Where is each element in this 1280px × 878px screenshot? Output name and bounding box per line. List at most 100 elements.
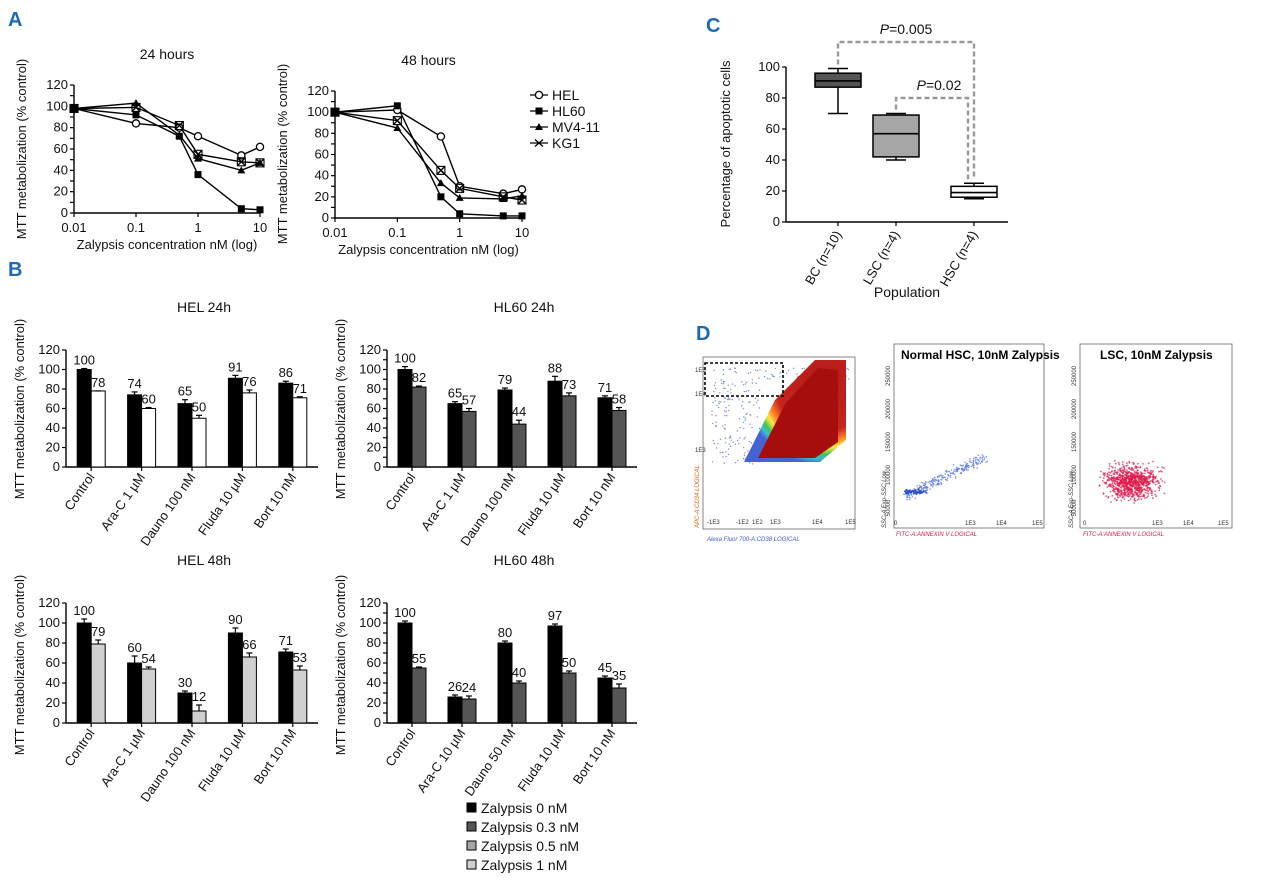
flow-dot xyxy=(975,456,978,459)
flow-dot xyxy=(1102,473,1105,476)
data-point-x xyxy=(518,196,526,205)
flow-dot xyxy=(1117,461,1120,464)
flow-dot xyxy=(1141,495,1143,498)
data-label: 100 xyxy=(394,605,416,620)
bar xyxy=(411,667,427,724)
flow-dot xyxy=(1132,493,1135,496)
flow-dot xyxy=(1153,478,1155,480)
flow-dot xyxy=(1114,466,1117,469)
data-label: 55 xyxy=(412,651,426,666)
flow-dot xyxy=(945,470,947,473)
flow-dot xyxy=(719,438,722,440)
flow-dot xyxy=(1157,480,1160,483)
flow-plot-lsc: LSC, 10nM Zalypsis SSC-A Exp-SSC Low FIT… xyxy=(1069,343,1233,538)
flow-dot xyxy=(1137,496,1140,498)
flow-dot xyxy=(1126,488,1129,491)
flow-dot xyxy=(960,464,963,467)
flow-dot xyxy=(1132,469,1135,472)
bar-chart-hel-48h: HEL 48h 0 20 40 60 80 100 120 MTT metabolization… xyxy=(12,552,318,805)
flow-dot xyxy=(966,465,968,468)
data-point-x xyxy=(175,121,184,130)
flow-dot xyxy=(1120,467,1123,469)
flow-dot xyxy=(1128,475,1130,478)
flow-dot xyxy=(723,427,726,429)
legend-swatch xyxy=(466,840,477,851)
flow-dot xyxy=(750,442,752,444)
flow-dot xyxy=(751,463,754,465)
flow-dot xyxy=(936,476,939,479)
flow-dot xyxy=(983,457,986,459)
flow-dot xyxy=(918,486,921,489)
y-tick-label: 20 xyxy=(766,183,780,198)
flow-dot xyxy=(1135,466,1138,468)
flow-dot xyxy=(968,466,970,469)
series-line-kg1 xyxy=(73,106,261,164)
chart-title: HEL 24h xyxy=(177,299,231,315)
flow-dot xyxy=(728,443,730,445)
flow-dot xyxy=(924,487,926,489)
flow-dot xyxy=(1118,476,1120,479)
flow-dot xyxy=(719,452,721,454)
flow-dot xyxy=(722,381,724,383)
flow-dot xyxy=(742,421,744,423)
y-axis-label: MTT metabolization (% control) xyxy=(14,59,29,239)
flow-dot xyxy=(925,487,928,490)
flow-dot xyxy=(936,483,938,486)
flow-dot xyxy=(1124,482,1126,484)
flow-dot xyxy=(1146,469,1149,472)
flow-dot xyxy=(756,369,759,372)
flow-xtick: 1E2 xyxy=(752,520,763,526)
bar xyxy=(611,687,627,724)
y-tick-label: 0 xyxy=(61,205,68,220)
flow-dot xyxy=(730,439,732,441)
x-tick-label: Bort 10 nM xyxy=(570,470,619,531)
x-tick-label: Control xyxy=(61,470,97,513)
flow-dot xyxy=(932,478,934,481)
flow-dot xyxy=(1136,492,1138,495)
flow-xtick: -1E3 xyxy=(707,520,720,526)
flow-dot xyxy=(737,396,739,398)
flow-dot xyxy=(1133,502,1136,504)
y-tick-label: 120 xyxy=(46,77,68,92)
data-point-circle xyxy=(193,131,203,141)
flow-dot xyxy=(1131,478,1134,481)
data-point-square xyxy=(518,212,526,220)
flow-dot xyxy=(747,390,750,392)
flow-dot xyxy=(969,458,971,460)
data-point-triangle xyxy=(436,179,445,187)
flow-dot xyxy=(1108,474,1111,477)
series-line-mv4-11 xyxy=(73,102,261,172)
data-point-box xyxy=(193,149,203,159)
bar xyxy=(597,397,613,468)
legend-label: Zalypsis 0.3 nM xyxy=(481,819,579,835)
flow-dot xyxy=(1108,465,1111,467)
flow-dot xyxy=(1131,490,1134,493)
flow-dot xyxy=(1113,482,1116,484)
flow-dot xyxy=(742,384,745,386)
flow-dot xyxy=(746,412,748,415)
flow-dot xyxy=(717,442,719,445)
flow-dot xyxy=(921,482,924,484)
flow-dot xyxy=(949,476,952,479)
flow-dot xyxy=(1122,472,1124,474)
flow-dot xyxy=(924,491,927,494)
flow-dot xyxy=(935,479,938,482)
flow-xtick: 1E4 xyxy=(1183,521,1194,527)
flow-dot xyxy=(1109,490,1112,493)
flow-dot xyxy=(938,483,940,485)
data-label: 71 xyxy=(279,633,293,648)
flow-dot xyxy=(1163,467,1165,469)
data-point-square xyxy=(256,206,264,214)
flow-ylabel: SSC-A Exp-SSC Low xyxy=(882,470,888,528)
flow-dot xyxy=(742,458,745,460)
flow-dot xyxy=(1134,480,1137,483)
data-point-x xyxy=(393,116,402,125)
flow-xlabel: Alexa Fluor 700-A:CD38 LOGICAL xyxy=(706,537,800,543)
flow-dot xyxy=(1139,495,1142,498)
flow-ytick: 150000 xyxy=(886,431,892,452)
flow-dot xyxy=(966,469,968,472)
flow-dot xyxy=(933,476,936,479)
flow-dot xyxy=(1123,498,1126,500)
flow-dot xyxy=(953,473,956,476)
